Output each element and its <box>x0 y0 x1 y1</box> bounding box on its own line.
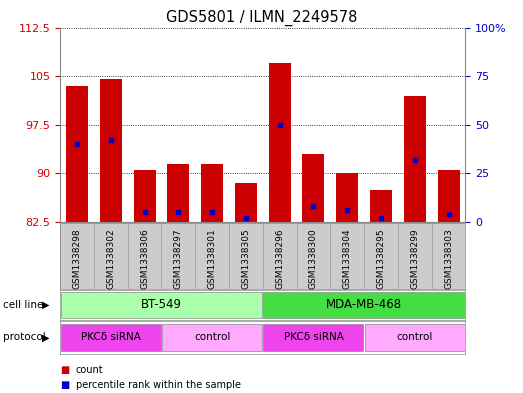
Text: MDA-MB-468: MDA-MB-468 <box>326 298 402 312</box>
Text: ■: ■ <box>60 365 70 375</box>
Bar <box>365 324 465 351</box>
Bar <box>61 292 262 318</box>
Bar <box>61 324 161 351</box>
Bar <box>100 79 122 222</box>
Bar <box>269 63 291 222</box>
Bar <box>133 170 155 222</box>
Text: ▶: ▶ <box>42 300 50 310</box>
Bar <box>66 86 88 222</box>
Text: GSM1338298: GSM1338298 <box>73 228 82 289</box>
Bar <box>404 95 426 222</box>
Text: protocol: protocol <box>3 332 46 342</box>
Text: cell line: cell line <box>3 300 43 310</box>
Text: GSM1338304: GSM1338304 <box>343 228 352 289</box>
Text: GSM1338305: GSM1338305 <box>242 228 251 289</box>
Text: PKCδ siRNA: PKCδ siRNA <box>81 332 141 342</box>
Bar <box>336 173 358 222</box>
Text: percentile rank within the sample: percentile rank within the sample <box>76 380 241 390</box>
Bar <box>167 163 189 222</box>
Text: GSM1338302: GSM1338302 <box>106 228 115 289</box>
Text: GDS5801 / ILMN_2249578: GDS5801 / ILMN_2249578 <box>166 10 357 26</box>
Text: GSM1338295: GSM1338295 <box>377 228 385 289</box>
Text: GSM1338303: GSM1338303 <box>444 228 453 289</box>
Text: count: count <box>76 365 104 375</box>
Text: ■: ■ <box>60 380 70 390</box>
Text: GSM1338306: GSM1338306 <box>140 228 149 289</box>
Bar <box>162 324 262 351</box>
Text: control: control <box>396 332 433 342</box>
Text: ▶: ▶ <box>42 332 50 342</box>
Text: PKCδ siRNA: PKCδ siRNA <box>283 332 344 342</box>
Text: control: control <box>194 332 230 342</box>
Bar <box>201 163 223 222</box>
Bar <box>302 154 324 222</box>
Bar <box>438 170 460 222</box>
Text: GSM1338300: GSM1338300 <box>309 228 318 289</box>
Bar <box>370 189 392 222</box>
Text: BT-549: BT-549 <box>141 298 182 312</box>
Text: GSM1338301: GSM1338301 <box>208 228 217 289</box>
Text: GSM1338297: GSM1338297 <box>174 228 183 289</box>
Text: GSM1338296: GSM1338296 <box>275 228 284 289</box>
Bar <box>264 324 363 351</box>
Text: GSM1338299: GSM1338299 <box>411 228 419 289</box>
Bar <box>264 292 465 318</box>
Bar <box>235 183 257 222</box>
